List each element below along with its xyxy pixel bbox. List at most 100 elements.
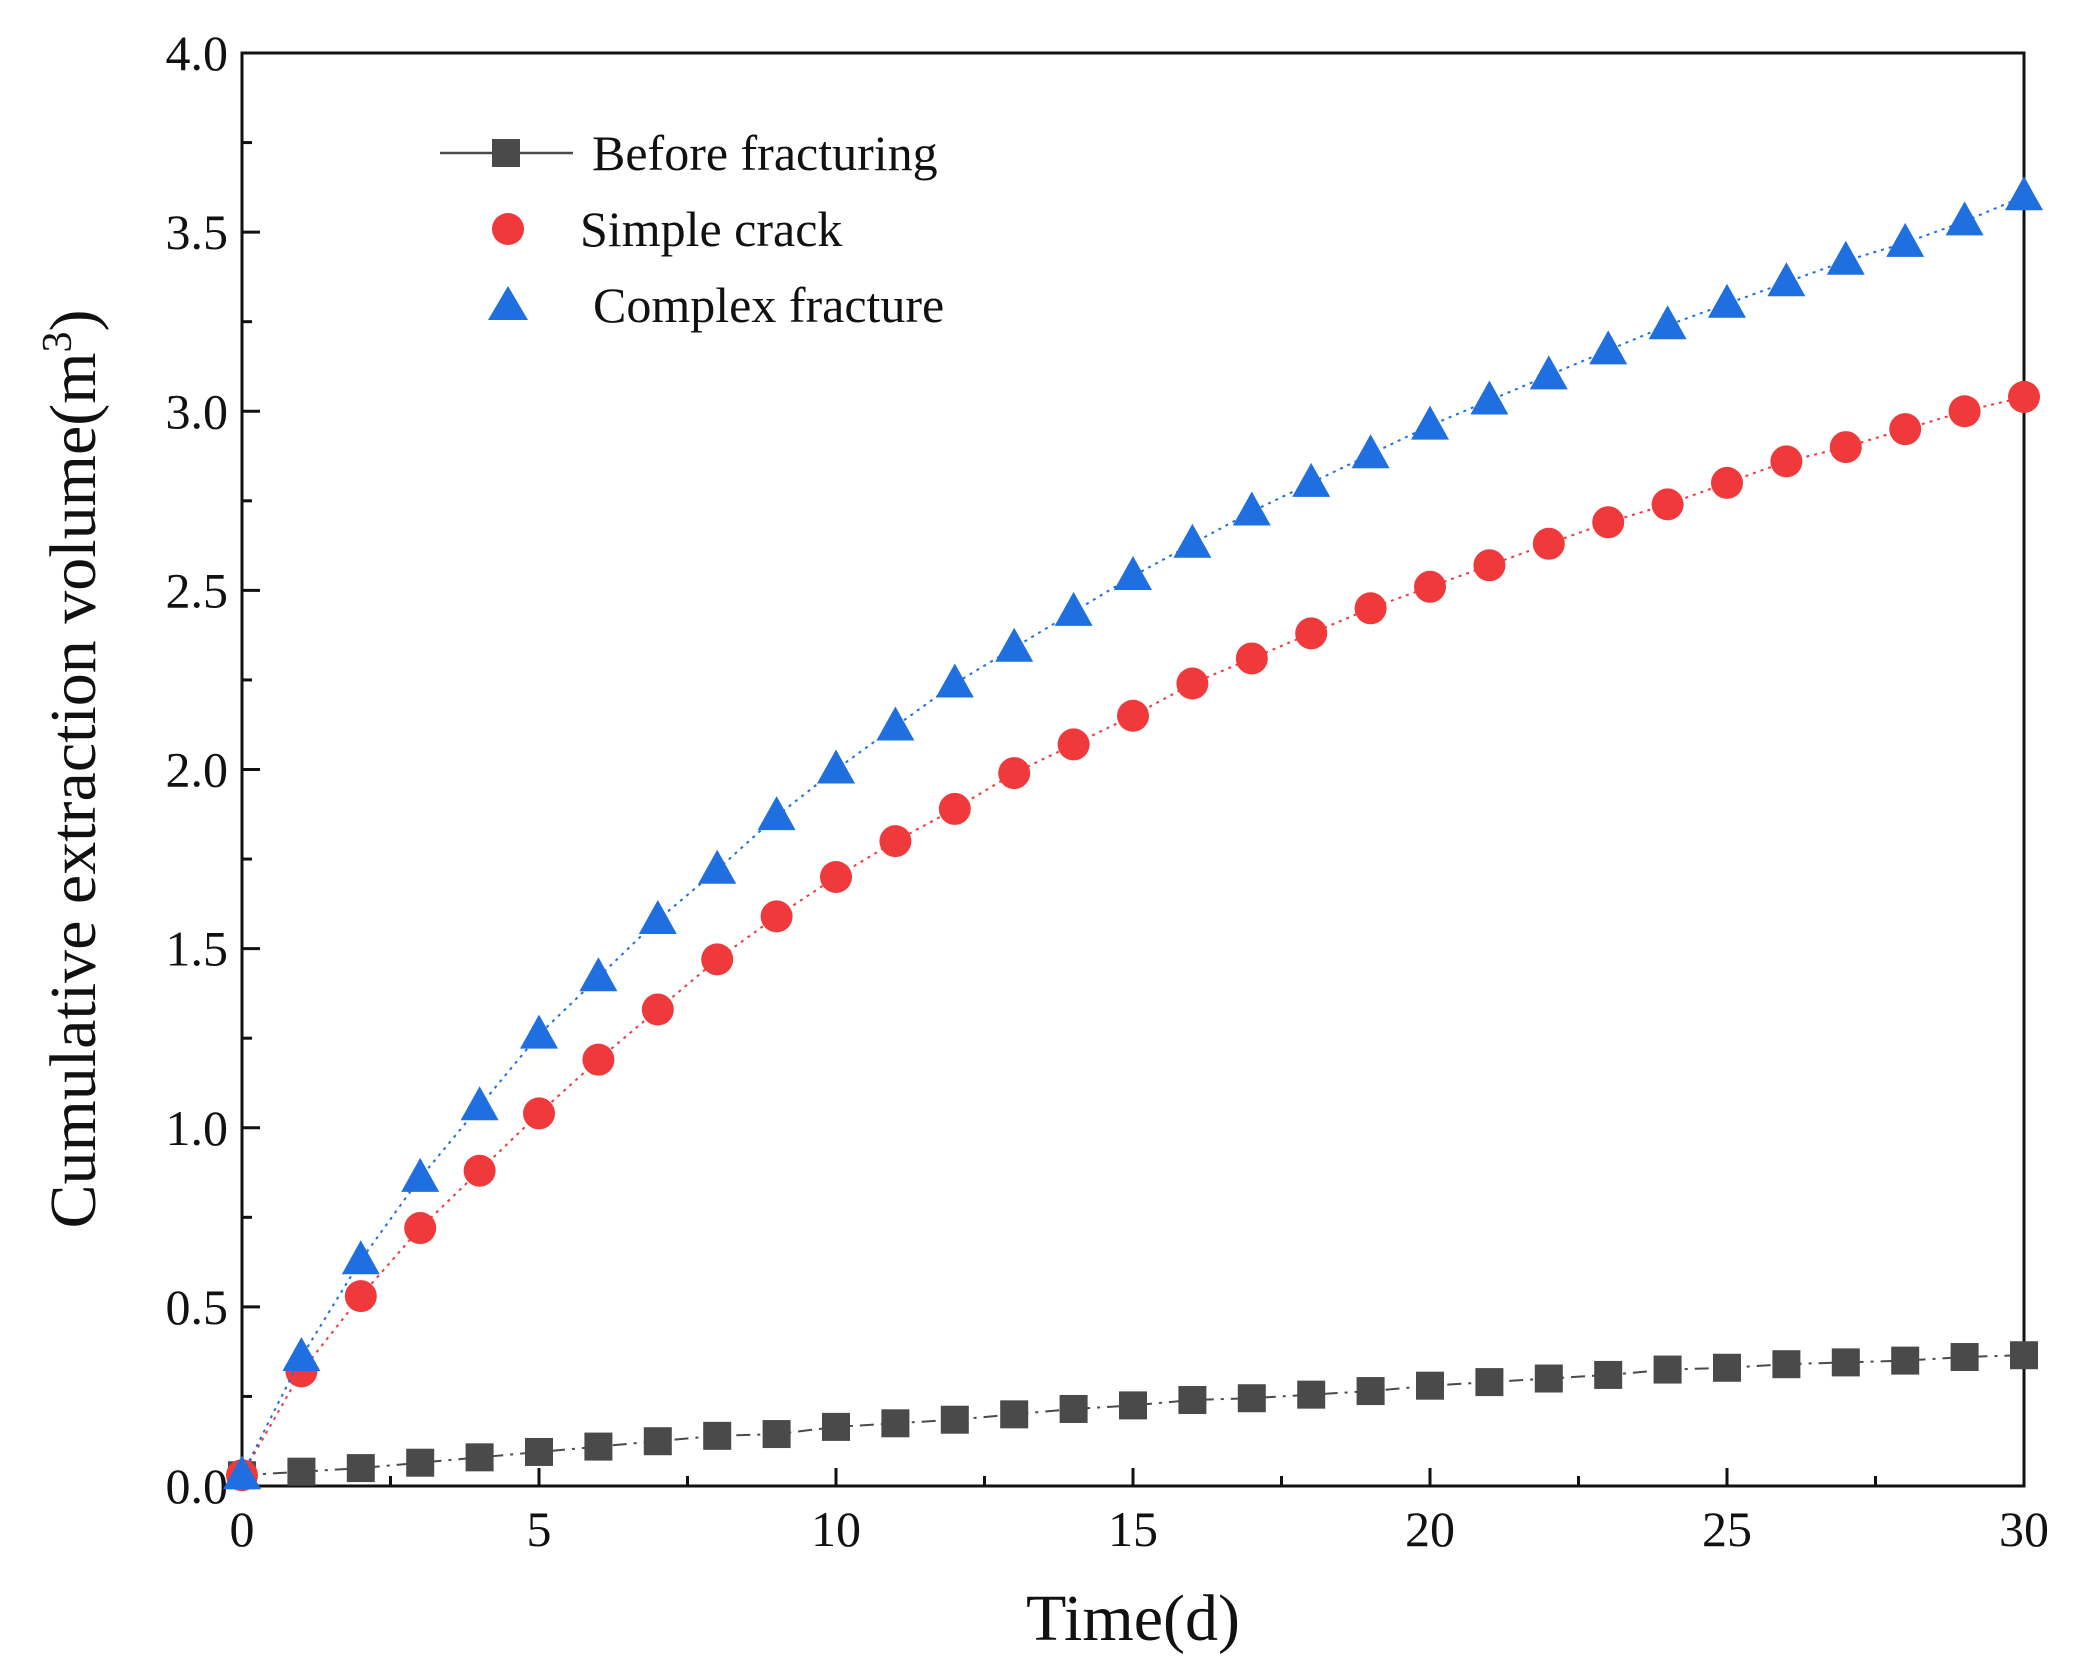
- data-point: [1114, 556, 1152, 591]
- x-tick-label: 5: [527, 1501, 552, 1557]
- x-tick-label: 20: [1405, 1501, 1455, 1557]
- data-point: [344, 1280, 377, 1313]
- data-point: [760, 900, 793, 933]
- data-point: [643, 1427, 672, 1456]
- data-point: [1473, 549, 1506, 582]
- data-point: [1470, 380, 1509, 415]
- data-point: [1831, 1348, 1860, 1377]
- data-point: [757, 796, 796, 831]
- data-point: [935, 663, 974, 698]
- data-point: [1237, 1384, 1266, 1413]
- data-point: [287, 1457, 316, 1486]
- series-line-complex-fracture: [241, 195, 2025, 1476]
- data-point: [404, 1212, 437, 1245]
- data-point: [1356, 1377, 1385, 1406]
- legend-label-complex-fracture: Complex fracture: [593, 277, 944, 333]
- data-point: [2010, 1341, 2038, 1370]
- series-simple-crack: [226, 380, 2040, 1492]
- data-point: [582, 1043, 615, 1076]
- axis-tick-labels: 0 5 10 15 20 25 30 0.0 0.5 1.0 1.5 2.0 2.5 3.0 3.5 4.0: [166, 25, 2050, 1557]
- data-point: [940, 1405, 969, 1434]
- y-tick-label: 2.5: [166, 562, 229, 618]
- plot-frame: [240, 51, 2026, 1488]
- data-point: [1176, 667, 1209, 700]
- data-point: [1178, 1386, 1207, 1415]
- data-point: [460, 1086, 499, 1121]
- data-point: [995, 627, 1034, 662]
- data-point: [1529, 355, 1568, 390]
- data-point: [465, 1443, 494, 1472]
- data-point: [401, 1157, 440, 1192]
- data-point: [1594, 1360, 1623, 1389]
- axis-ticks: [240, 51, 2026, 1488]
- legend-item-simple-crack: Simple crack: [492, 201, 842, 257]
- data-point: [1589, 330, 1628, 365]
- data-point: [584, 1432, 613, 1461]
- data-point: [998, 757, 1031, 790]
- y-tick-label: 1.5: [166, 921, 229, 977]
- y-axis-title-superscript: 3: [35, 331, 81, 352]
- data-point: [1000, 1400, 1029, 1429]
- legend: Before fracturing Simple crack Complex f…: [440, 125, 944, 333]
- data-point: [698, 849, 737, 884]
- data-point: [1653, 1355, 1682, 1384]
- data-point: [1173, 523, 1212, 558]
- x-axis-title: Time(d): [1026, 1582, 1240, 1655]
- data-point: [1119, 1391, 1147, 1420]
- data-point: [1950, 1343, 1979, 1372]
- legend-marker-square: [492, 139, 520, 167]
- data-point: [822, 1412, 850, 1441]
- data-point: [817, 749, 855, 784]
- y-axis-title: Cumulative extraction volume(m3): [35, 309, 110, 1228]
- legend-label-before-fracturing: Before fracturing: [592, 125, 938, 181]
- data-point: [1711, 466, 1743, 499]
- data-point: [1826, 240, 1865, 275]
- data-point: [1532, 527, 1565, 560]
- data-point: [938, 792, 971, 825]
- data-point: [1351, 434, 1390, 469]
- series-group: [223, 176, 2043, 1492]
- data-point: [1772, 1350, 1801, 1379]
- data-point: [1829, 431, 1862, 464]
- data-point: [1534, 1364, 1563, 1393]
- y-tick-label: 1.0: [166, 1100, 229, 1156]
- data-point: [1708, 283, 1746, 318]
- data-point: [1235, 642, 1268, 675]
- series-complex-fracture: [223, 176, 2043, 1490]
- x-tick-label: 0: [230, 1501, 255, 1557]
- legend-marker-circle: [492, 213, 524, 245]
- y-axis-title-close: ): [37, 309, 110, 331]
- legend-marker-triangle: [488, 286, 528, 320]
- data-point: [1232, 491, 1271, 526]
- data-point: [1059, 1394, 1088, 1423]
- data-point: [1295, 617, 1328, 650]
- x-tick-label: 10: [811, 1501, 861, 1557]
- data-point: [223, 1455, 261, 1490]
- y-tick-label: 4.0: [166, 25, 229, 81]
- data-point: [525, 1437, 553, 1466]
- legend-item-complex-fracture: Complex fracture: [488, 277, 944, 333]
- data-point: [2005, 176, 2043, 211]
- data-point: [1713, 1353, 1741, 1382]
- series-before-fracturing: [228, 1341, 2038, 1490]
- data-point: [703, 1421, 732, 1450]
- data-point: [520, 1014, 558, 1049]
- data-point: [1054, 591, 1093, 626]
- data-point: [406, 1448, 435, 1477]
- data-point: [1475, 1368, 1504, 1397]
- data-point: [1889, 413, 1922, 446]
- x-tick-label: 30: [1999, 1501, 2049, 1557]
- data-point: [282, 1337, 321, 1372]
- data-point: [638, 899, 677, 934]
- data-point: [2008, 380, 2040, 413]
- data-point: [1592, 506, 1625, 539]
- y-axis-title-main: Cumulative extraction volume(m: [37, 352, 110, 1228]
- data-point: [523, 1097, 555, 1130]
- y-tick-label: 0.5: [166, 1279, 229, 1335]
- data-point: [1891, 1346, 1920, 1375]
- data-point: [1414, 570, 1446, 603]
- data-point: [341, 1240, 380, 1275]
- data-point: [346, 1454, 375, 1483]
- data-point: [1297, 1380, 1326, 1409]
